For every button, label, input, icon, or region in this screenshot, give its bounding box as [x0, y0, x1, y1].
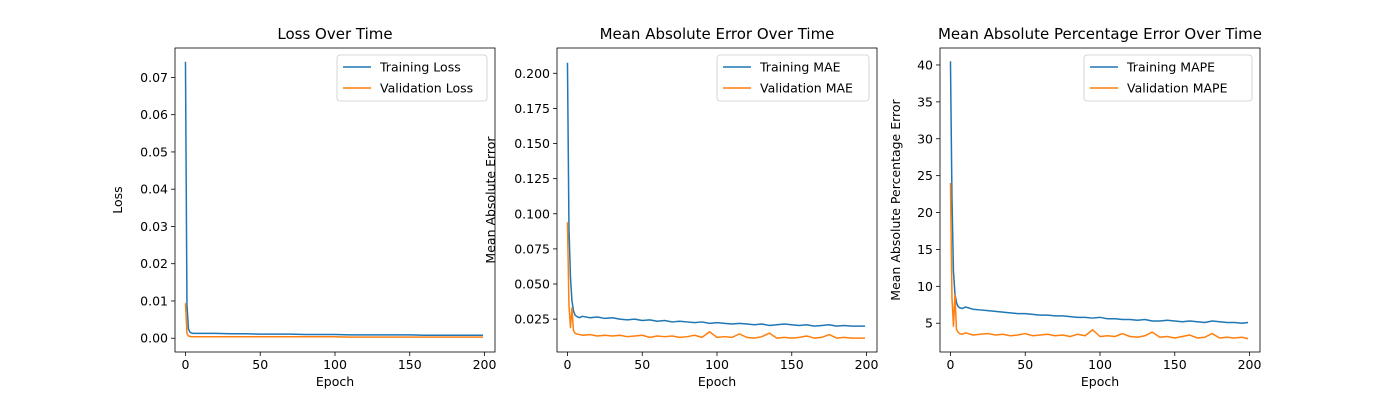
- x-tick-label: 150: [780, 357, 804, 372]
- x-tick-label: 150: [398, 357, 422, 372]
- y-tick-label: 0.050: [514, 277, 550, 292]
- legend-label: Validation MAPE: [1127, 81, 1228, 96]
- y-tick-label: 0.150: [514, 136, 550, 151]
- y-tick-label: 0.025: [514, 312, 550, 327]
- series-line-training: [566, 62, 866, 327]
- x-tick-label: 200: [1238, 357, 1262, 372]
- y-tick-label: 0.06: [140, 107, 168, 122]
- y-axis-label: Mean Absolute Error: [483, 136, 498, 264]
- series-line-validation: [566, 222, 866, 339]
- y-tick-label: 20: [917, 205, 933, 220]
- y-axis-label: Mean Absolute Percentage Error: [888, 98, 903, 300]
- x-tick-label: 0: [946, 357, 954, 372]
- y-tick-label: 0.03: [140, 219, 168, 234]
- legend-box: [716, 54, 870, 102]
- x-tick-label: 0: [563, 357, 571, 372]
- legend-label: Training MAE: [759, 60, 841, 75]
- chart-panel-1: 0 50 100 150 200 0.00 0.01 0.02 0.03 0.04 0.05 0.06…: [110, 25, 497, 389]
- legend-box: [1083, 54, 1253, 102]
- y-tick-label: 0.100: [514, 206, 550, 221]
- series-line-training: [184, 61, 484, 336]
- y-tick-label: 10: [917, 279, 933, 294]
- y-tick-label: 15: [917, 242, 933, 257]
- x-axis-label: Epoch: [1081, 374, 1119, 389]
- x-tick-label: 100: [323, 357, 347, 372]
- x-tick-label: 0: [181, 357, 189, 372]
- x-tick-label: 50: [634, 357, 650, 372]
- legend-label: Training MAPE: [1126, 60, 1215, 75]
- series-line-training: [949, 61, 1249, 324]
- x-tick-label: 150: [1163, 357, 1187, 372]
- y-tick-label: 0.07: [140, 70, 168, 85]
- x-tick-label: 100: [1088, 357, 1112, 372]
- y-tick-label: 40: [917, 57, 933, 72]
- y-tick-label: 5: [925, 316, 933, 331]
- x-tick-label: 200: [855, 357, 879, 372]
- legend-label: Training Loss: [379, 60, 461, 75]
- legend: Training MAE Validation MAE: [716, 54, 870, 102]
- y-tick-label: 0.075: [514, 241, 550, 256]
- chart-title: Loss Over Time: [277, 25, 392, 43]
- y-tick-label: 0.04: [140, 182, 168, 197]
- x-axis-label: Epoch: [698, 374, 736, 389]
- chart-title: Mean Absolute Percentage Error Over Time: [938, 25, 1262, 43]
- chart-panel-2: 0 50 100 150 200 0.025 0.050 0.075 0.100 0.125 0.1…: [483, 25, 879, 389]
- x-axis-label: Epoch: [316, 374, 354, 389]
- legend-label: Validation Loss: [380, 81, 473, 96]
- chart-title: Mean Absolute Error Over Time: [600, 25, 835, 43]
- series-line-validation: [184, 303, 484, 338]
- legend-box: [336, 54, 488, 102]
- y-tick-label: 0.05: [140, 144, 168, 159]
- legend: Training Loss Validation Loss: [336, 54, 488, 102]
- legend-label: Validation MAE: [760, 81, 853, 96]
- chart-panel-3: 0 50 100 150 200 5 10 15 20 25 30 35 40 Mean Absolute…: [888, 25, 1262, 389]
- series-line-validation: [949, 183, 1249, 340]
- legend: Training MAPE Validation MAPE: [1083, 54, 1253, 102]
- x-tick-label: 200: [473, 357, 497, 372]
- y-tick-label: 0.00: [140, 331, 168, 346]
- y-tick-label: 0.02: [140, 256, 168, 271]
- y-tick-label: 0.200: [514, 66, 550, 81]
- y-tick-label: 0.175: [514, 101, 550, 116]
- y-tick-label: 0.01: [140, 293, 168, 308]
- y-tick-label: 35: [917, 94, 933, 109]
- y-tick-label: 25: [917, 168, 933, 183]
- x-tick-label: 50: [252, 357, 268, 372]
- x-tick-label: 100: [705, 357, 729, 372]
- y-tick-label: 30: [917, 131, 933, 146]
- x-tick-label: 50: [1017, 357, 1033, 372]
- y-axis-label: Loss: [110, 186, 125, 213]
- y-tick-label: 0.125: [514, 171, 550, 186]
